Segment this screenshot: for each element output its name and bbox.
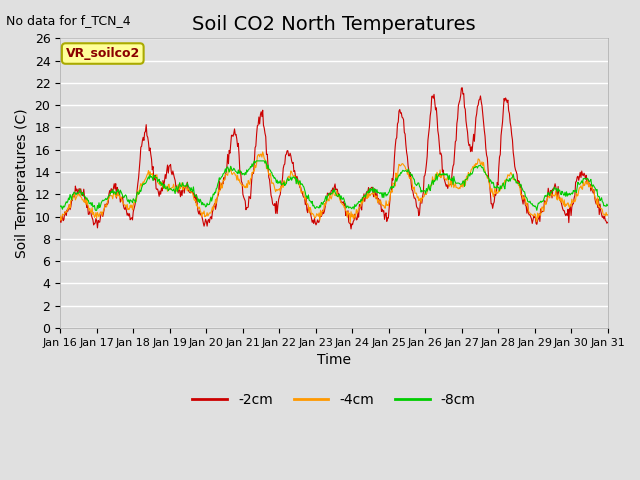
Text: VR_soilco2: VR_soilco2 xyxy=(66,47,140,60)
Y-axis label: Soil Temperatures (C): Soil Temperatures (C) xyxy=(15,108,29,258)
Text: No data for f_TCN_4: No data for f_TCN_4 xyxy=(6,14,131,27)
Title: Soil CO2 North Temperatures: Soil CO2 North Temperatures xyxy=(192,15,476,34)
X-axis label: Time: Time xyxy=(317,353,351,367)
Legend: -2cm, -4cm, -8cm: -2cm, -4cm, -8cm xyxy=(187,387,481,412)
